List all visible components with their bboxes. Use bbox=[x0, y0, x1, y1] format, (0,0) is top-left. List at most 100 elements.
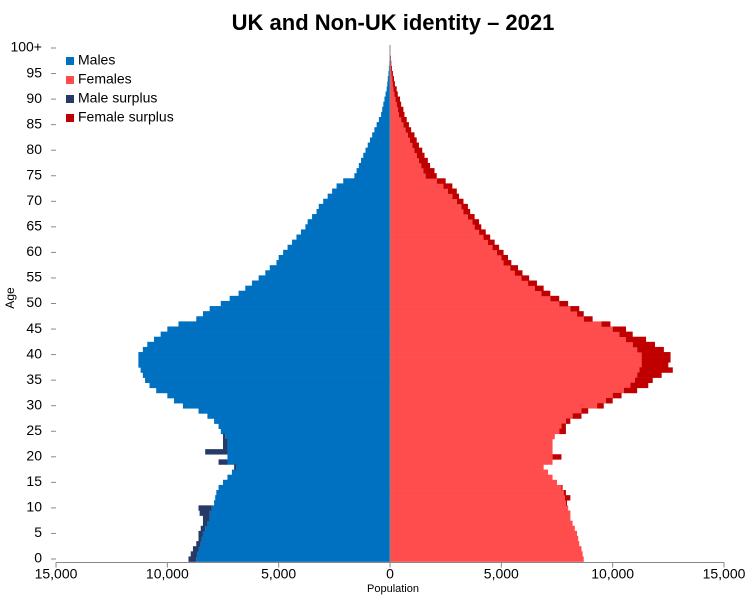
bar bbox=[143, 372, 390, 377]
x-tick-label: 10,000 bbox=[146, 566, 189, 582]
bar bbox=[202, 536, 390, 541]
y-tick-label: 10 bbox=[26, 499, 42, 515]
x-tick-label: 10,000 bbox=[591, 566, 634, 582]
bar bbox=[390, 475, 553, 480]
bar bbox=[637, 372, 661, 377]
bar bbox=[259, 275, 390, 280]
bar bbox=[581, 408, 588, 413]
bar bbox=[203, 311, 390, 316]
bar bbox=[292, 240, 390, 245]
bar bbox=[161, 332, 390, 337]
bar bbox=[504, 260, 512, 265]
bar bbox=[390, 408, 581, 413]
bar bbox=[390, 189, 448, 194]
bar bbox=[461, 204, 468, 209]
bar bbox=[390, 367, 639, 372]
y-tick-label: 90 bbox=[26, 90, 42, 106]
bar bbox=[219, 459, 228, 464]
bar bbox=[515, 270, 523, 275]
bar bbox=[390, 311, 577, 316]
bar bbox=[584, 316, 593, 321]
bar bbox=[637, 347, 664, 352]
bar bbox=[390, 378, 635, 383]
bar bbox=[390, 117, 401, 122]
bar bbox=[368, 143, 390, 148]
bar bbox=[613, 393, 622, 398]
bar bbox=[390, 326, 613, 331]
bar bbox=[390, 372, 637, 377]
bar bbox=[197, 551, 390, 556]
bar bbox=[390, 551, 583, 556]
bar bbox=[391, 66, 392, 71]
bar bbox=[147, 342, 390, 347]
bar bbox=[156, 388, 390, 393]
bar bbox=[227, 439, 390, 444]
bar bbox=[566, 500, 567, 505]
bar bbox=[417, 153, 425, 158]
bar bbox=[390, 296, 550, 301]
y-tick-label: 25 bbox=[26, 422, 42, 438]
bar bbox=[419, 158, 428, 163]
bar bbox=[390, 229, 479, 234]
bar bbox=[167, 393, 390, 398]
bar bbox=[390, 464, 544, 469]
bar bbox=[372, 132, 390, 137]
y-tick-label: 5 bbox=[34, 524, 42, 540]
bar bbox=[210, 516, 390, 521]
bar bbox=[390, 265, 510, 270]
bar bbox=[408, 132, 415, 137]
bar bbox=[227, 475, 390, 480]
x-tick-label: 15,000 bbox=[703, 566, 746, 582]
bar bbox=[394, 91, 397, 96]
y-tick-label: 85 bbox=[26, 115, 42, 131]
bar bbox=[391, 61, 392, 66]
bar bbox=[390, 383, 630, 388]
y-tick-label: 40 bbox=[26, 345, 42, 361]
bar bbox=[401, 117, 407, 122]
bar bbox=[396, 97, 400, 102]
bar bbox=[205, 526, 390, 531]
bar bbox=[223, 434, 225, 439]
bar bbox=[390, 86, 393, 91]
bar bbox=[265, 270, 390, 275]
bar bbox=[207, 413, 390, 418]
bar bbox=[223, 480, 390, 485]
bar bbox=[337, 183, 390, 188]
bar bbox=[201, 541, 390, 546]
bar bbox=[239, 291, 390, 296]
bar bbox=[561, 485, 562, 490]
bar bbox=[252, 281, 390, 286]
bar bbox=[390, 413, 573, 418]
bar bbox=[207, 521, 390, 526]
bar bbox=[626, 337, 646, 342]
bar bbox=[390, 224, 475, 229]
bar bbox=[390, 219, 472, 224]
bar bbox=[191, 551, 198, 556]
bar bbox=[390, 204, 461, 209]
bar bbox=[199, 536, 202, 541]
bar bbox=[390, 173, 426, 178]
bar bbox=[398, 107, 404, 112]
bar bbox=[570, 306, 579, 311]
bar bbox=[234, 464, 236, 469]
y-tick-label: 65 bbox=[26, 218, 42, 234]
bar bbox=[390, 510, 570, 515]
bar bbox=[390, 490, 564, 495]
bar bbox=[393, 86, 396, 91]
bar bbox=[390, 260, 504, 265]
bar bbox=[283, 250, 390, 255]
bar bbox=[138, 362, 390, 367]
bar bbox=[361, 158, 390, 163]
bar bbox=[323, 199, 390, 204]
bar bbox=[624, 388, 637, 393]
bar bbox=[390, 388, 624, 393]
bar bbox=[535, 286, 544, 291]
chart-title: UK and Non-UK identity – 2021 bbox=[232, 10, 555, 35]
bar bbox=[390, 541, 579, 546]
bar bbox=[366, 148, 390, 153]
bar bbox=[183, 403, 390, 408]
bar bbox=[410, 137, 417, 142]
y-tick-label: 30 bbox=[26, 396, 42, 412]
y-tick-label: 15 bbox=[26, 473, 42, 489]
bar bbox=[200, 510, 210, 515]
